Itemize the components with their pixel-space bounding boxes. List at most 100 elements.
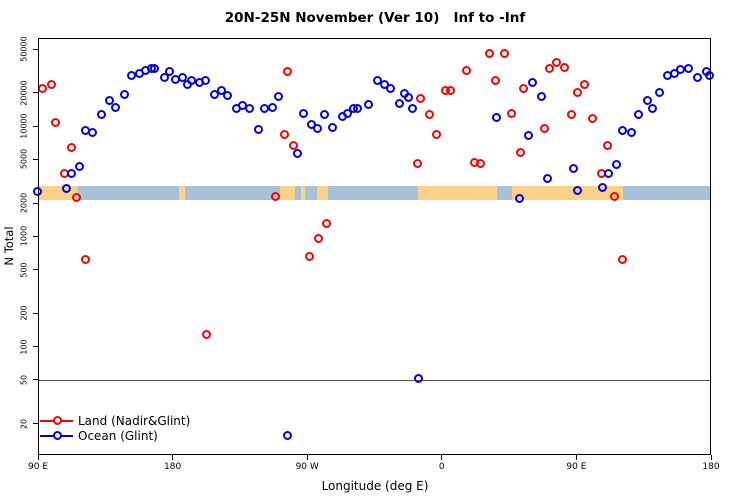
data-point-ocean xyxy=(643,96,653,106)
data-point-ocean xyxy=(110,103,120,113)
data-point-ocean xyxy=(88,128,98,138)
data-point-land xyxy=(544,63,554,73)
data-point-land xyxy=(80,255,90,265)
data-point-ocean xyxy=(692,72,702,82)
x-tick-mark xyxy=(306,455,308,460)
y-tick-mark xyxy=(33,92,38,94)
data-point-ocean xyxy=(67,168,77,178)
map-band-land xyxy=(417,185,498,200)
data-point-ocean xyxy=(372,75,382,85)
data-point-ocean xyxy=(386,84,396,94)
data-point-ocean xyxy=(312,123,322,133)
data-point-land xyxy=(490,76,500,86)
data-point-ocean xyxy=(273,92,283,102)
y-tick-label: 20000 xyxy=(19,80,29,106)
map-band-land xyxy=(512,185,623,200)
data-point-ocean xyxy=(200,75,210,85)
data-point-land xyxy=(288,140,298,150)
reference-line xyxy=(38,379,711,381)
data-point-land xyxy=(519,83,529,93)
y-tick-mark xyxy=(33,346,38,348)
data-point-ocean xyxy=(320,109,330,119)
data-point-land xyxy=(610,191,620,201)
map-band-land xyxy=(316,185,329,200)
data-point-ocean xyxy=(223,91,233,101)
data-point-ocean xyxy=(626,127,636,137)
data-point-ocean xyxy=(299,108,309,118)
y-tick-mark xyxy=(33,312,38,314)
data-point-ocean xyxy=(245,103,255,113)
x-tick-mark xyxy=(172,455,174,460)
x-tick-mark xyxy=(710,455,712,460)
x-tick-label: 180 xyxy=(702,462,720,472)
data-point-ocean xyxy=(97,109,107,119)
y-tick-label: 100 xyxy=(19,338,29,355)
y-tick-mark xyxy=(33,235,38,237)
data-point-ocean xyxy=(282,430,292,440)
data-point-land xyxy=(475,159,485,169)
data-point-ocean xyxy=(634,110,644,120)
y-tick-mark xyxy=(33,125,38,127)
data-point-ocean xyxy=(160,73,170,83)
data-point-ocean xyxy=(327,122,337,132)
data-point-land xyxy=(499,49,509,59)
data-point-land xyxy=(321,218,331,228)
data-point-ocean xyxy=(572,185,582,195)
data-point-ocean xyxy=(74,161,84,171)
data-point-land xyxy=(507,108,517,118)
x-tick-label: 180 xyxy=(164,462,182,472)
legend-marker-ocean-icon xyxy=(53,430,62,440)
data-point-ocean xyxy=(293,149,303,159)
data-point-ocean xyxy=(149,64,159,74)
data-point-land xyxy=(67,143,77,153)
data-point-ocean xyxy=(267,102,277,112)
data-point-land xyxy=(71,192,81,202)
data-point-ocean xyxy=(492,113,502,123)
data-point-land xyxy=(432,130,442,140)
data-point-land xyxy=(572,88,582,98)
data-point-land xyxy=(602,141,612,151)
x-tick-label: 90 E xyxy=(28,462,48,472)
legend-label-ocean: Ocean (Glint) xyxy=(78,429,158,443)
data-point-land xyxy=(587,114,597,124)
map-band-land xyxy=(279,185,296,200)
x-tick-label: 90 W xyxy=(295,462,319,472)
map-band-land xyxy=(178,185,185,200)
data-point-land xyxy=(516,148,526,158)
data-point-land xyxy=(567,109,576,119)
data-point-ocean xyxy=(217,85,227,95)
data-point-land xyxy=(305,252,315,262)
data-point-ocean xyxy=(523,130,533,140)
y-tick-mark xyxy=(33,48,38,50)
data-point-ocean xyxy=(598,182,608,192)
data-point-land xyxy=(580,80,590,90)
data-point-land xyxy=(46,80,56,90)
x-tick-mark xyxy=(37,455,39,460)
data-point-ocean xyxy=(119,90,129,100)
data-point-ocean xyxy=(655,88,665,98)
data-point-land xyxy=(540,124,550,134)
y-axis-label: N Total xyxy=(2,226,16,266)
y-tick-label: 200 xyxy=(19,305,29,322)
data-point-land xyxy=(270,192,280,202)
legend-label-land: Land (Nadir&Glint) xyxy=(78,414,191,428)
data-point-ocean xyxy=(353,103,363,113)
data-point-ocean xyxy=(604,168,614,178)
data-point-ocean xyxy=(647,104,657,114)
data-point-land xyxy=(415,93,425,103)
data-point-ocean xyxy=(408,104,418,114)
data-point-ocean xyxy=(395,99,405,109)
y-tick-label: 10000 xyxy=(19,113,29,139)
map-band-land xyxy=(301,185,305,200)
data-point-ocean xyxy=(543,174,553,184)
data-point-land xyxy=(424,109,434,119)
data-point-ocean xyxy=(178,72,188,82)
data-point-ocean xyxy=(164,67,174,77)
data-point-land xyxy=(314,233,324,243)
x-tick-label: 0 xyxy=(438,462,445,472)
data-point-ocean xyxy=(209,89,219,99)
data-point-ocean xyxy=(414,373,424,383)
x-tick-mark xyxy=(441,455,443,460)
legend-marker-land-icon xyxy=(53,415,62,425)
y-tick-label: 50000 xyxy=(19,36,29,62)
